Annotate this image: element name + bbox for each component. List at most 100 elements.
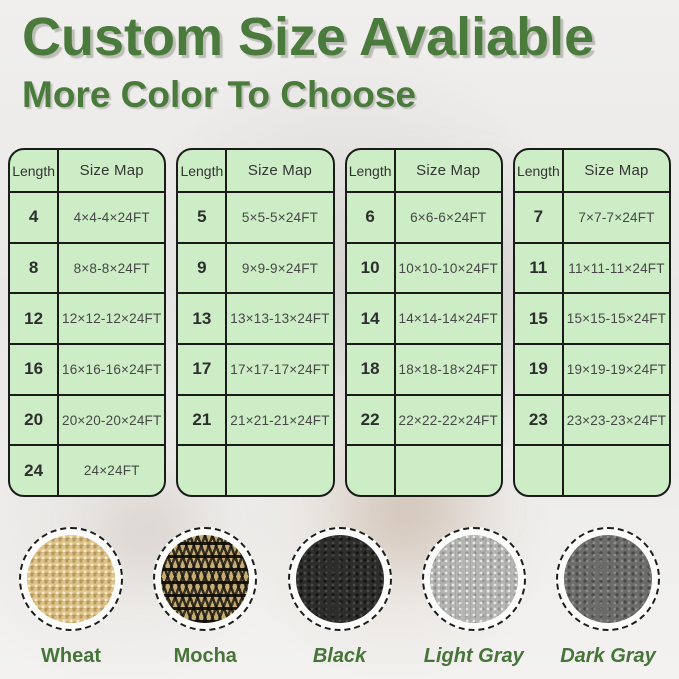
length-value: 19: [515, 345, 564, 394]
table-row: 4 4×4-4×24FT: [10, 191, 165, 242]
table-row: 24 24×24FT: [10, 444, 165, 495]
length-value: 14: [347, 294, 396, 344]
size-map-value: 22×22-22×24FT: [398, 412, 498, 428]
length-value: 13: [178, 294, 228, 344]
swatch-light-gray: Light Gray: [416, 527, 532, 668]
size-map-value: 20×20-20×24FT: [62, 412, 162, 428]
swatch-dark-gray: Dark Gray: [550, 527, 666, 668]
table-row: 6 6×6-6×24FT: [346, 191, 501, 242]
swatch-label-wheat: Wheat: [41, 645, 101, 667]
size-table-3: Length Size Map 6 6×6-6×24FT 10 10×10-10×2…: [344, 148, 503, 497]
size-map-value: 8×8-8×24FT: [73, 260, 150, 276]
length-value: [347, 446, 396, 495]
length-value: 24: [10, 446, 60, 495]
page-subtitle: More Color To Choose: [22, 74, 416, 115]
table-row: 9 9×9-9×24FT: [178, 241, 333, 293]
size-map-value: 9×9-9×24FT: [241, 260, 319, 276]
size-map-value: 21×21-21×24FT: [230, 412, 330, 428]
light-gray-fabric-texture: [429, 535, 518, 623]
swatch-label-black: Black: [312, 645, 367, 667]
length-header: Length: [515, 150, 564, 191]
size-map-value: 10×10-10×24FT: [398, 260, 498, 276]
size-map-value: [396, 446, 501, 495]
length-value: 8: [10, 243, 60, 293]
table-row: 7 7×7-7×24FT: [514, 191, 669, 242]
size-map-value: [227, 446, 332, 495]
size-map-value: 18×18-18×24FT: [398, 361, 498, 377]
table-row-empty: [346, 444, 501, 495]
dark-gray-fabric-icon: [556, 527, 660, 631]
table-row: 22 22×22-22×24FT: [346, 393, 501, 445]
table-row: 16 16×16-16×24FT: [10, 343, 165, 394]
table-row: 15 15×15-15×24FT: [514, 292, 669, 344]
light-gray-fabric-icon: [421, 527, 526, 631]
table-row: 17 17×17-17×24FT: [178, 343, 333, 394]
size-map-value: 4×4-4×24FT: [73, 209, 150, 225]
size-map-header: Size Map: [416, 162, 481, 179]
size-map-value: 11×11-11×24FT: [568, 260, 665, 276]
length-value: 5: [178, 193, 228, 242]
table-row: 13 13×13-13×24FT: [178, 292, 333, 344]
table-row: 21 21×21-21×24FT: [178, 393, 333, 445]
swatch-label-light-gray: Light Gray: [423, 645, 524, 667]
size-table-4: Length Size Map 7 7×7-7×24FT 11 11×11-11×2…: [512, 148, 671, 497]
length-header: Length: [10, 150, 60, 191]
length-value: [178, 446, 228, 495]
size-map-value: 12×12-12×24FT: [62, 311, 162, 327]
dark-gray-fabric-texture: [564, 535, 652, 623]
wheat-fabric-icon: [19, 527, 123, 631]
length-value: 9: [178, 243, 228, 293]
table-row: 20 20×20-20×24FT: [10, 393, 165, 445]
size-map-value: 16×16-16×24FT: [62, 361, 162, 377]
mocha-fabric-texture: [161, 535, 250, 623]
length-value: 10: [347, 243, 396, 293]
length-value: 7: [515, 193, 564, 242]
color-swatches: Wheat Mocha Black Light Gray Dark Gray: [0, 527, 679, 668]
table-row: 19 19×19-19×24FT: [514, 343, 669, 394]
table-row: 18 18×18-18×24FT: [346, 343, 501, 394]
length-value: 20: [10, 395, 60, 445]
length-value: 12: [10, 294, 60, 344]
black-fabric-texture: [295, 535, 384, 623]
swatch-label-mocha: Mocha: [173, 645, 237, 667]
size-table-2: Length Size Map 5 5×5-5×24FT 9 9×9-9×24FT …: [176, 148, 335, 497]
table-header-row: Length Size Map: [347, 150, 501, 191]
table-row: 12 12×12-12×24FT: [10, 292, 165, 344]
length-header: Length: [347, 150, 396, 191]
size-map-value: 14×14-14×24FT: [398, 311, 498, 327]
table-header-row: Length Size Map: [178, 150, 332, 191]
size-map-header: Size Map: [247, 162, 313, 179]
size-map-header: Size Map: [584, 162, 649, 179]
size-map-value: 24×24FT: [83, 463, 140, 479]
table-row: 8 8×8-8×24FT: [10, 241, 165, 293]
size-map-value: 23×23-23×24FT: [566, 412, 667, 428]
header: Custom Size Avaliable More Color To Choo…: [22, 10, 594, 113]
size-map-value: 6×6-6×24FT: [410, 209, 487, 225]
mocha-fabric-icon: [153, 527, 258, 631]
size-map-value: 5×5-5×24FT: [241, 209, 319, 225]
table-row: 5 5×5-5×24FT: [178, 191, 333, 242]
length-value: 18: [347, 345, 396, 394]
size-map-value: 13×13-13×24FT: [230, 311, 330, 327]
swatch-mocha: Mocha: [147, 527, 263, 668]
length-value: 11: [515, 243, 564, 293]
size-tables: Length Size Map 4 4×4-4×24FT 8 8×8-8×24FT …: [8, 148, 671, 497]
table-header-row: Length Size Map: [515, 150, 669, 191]
length-value: [515, 446, 564, 495]
table-header-row: Length Size Map: [10, 150, 164, 191]
table-row: 23 23×23-23×24FT: [514, 393, 669, 445]
length-value: 6: [347, 193, 396, 242]
table-row: 11 11×11-11×24FT: [514, 241, 669, 293]
size-map-value: 7×7-7×24FT: [578, 209, 655, 225]
wheat-fabric-texture: [27, 535, 115, 623]
length-value: 16: [10, 345, 60, 394]
length-value: 17: [178, 345, 228, 394]
page-title: Custom Size Avaliable: [22, 7, 595, 67]
swatch-black: Black: [282, 527, 398, 668]
size-map-value: 15×15-15×24FT: [566, 311, 667, 327]
length-value: 4: [10, 193, 60, 242]
table-row: 14 14×14-14×24FT: [346, 292, 501, 344]
table-row-empty: [514, 444, 669, 495]
table-row: 10 10×10-10×24FT: [346, 241, 501, 293]
